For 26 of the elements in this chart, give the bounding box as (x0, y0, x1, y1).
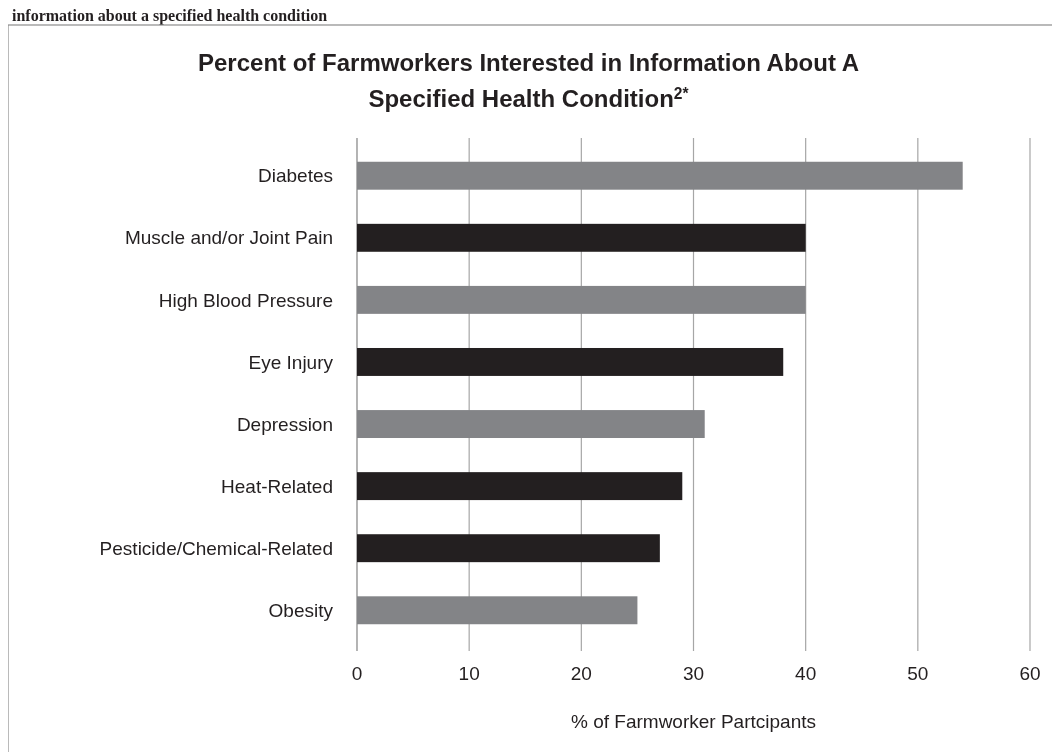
y-tick-label: Muscle and/or Joint Pain (124, 227, 333, 249)
chart-title: Percent of Farmworkers Interested in Information About A Specified Health Condition$^{2*}$ (198, 49, 859, 112)
bar (357, 472, 683, 501)
y-tick-label: Eye Injury (248, 351, 334, 373)
y-tick-label: High Blood Pressure (158, 289, 333, 311)
bar (357, 285, 806, 314)
x-tick-label: 60 (1019, 663, 1041, 684)
bar (357, 534, 660, 563)
x-tick-label: 40 (795, 663, 817, 684)
bar (357, 410, 705, 439)
x-tick-label: 30 (682, 663, 705, 684)
y-tick-label: Heat-Related (221, 475, 333, 497)
x-tick-label: 20 (570, 663, 592, 684)
bar (357, 347, 784, 376)
bar (357, 223, 806, 252)
x-tick-label: 10 (458, 663, 480, 684)
bar (357, 161, 963, 190)
x-tick-label: 50 (907, 663, 929, 684)
text: information about a specified health condition (12, 7, 328, 25)
y-tick-label: Depression (236, 413, 333, 435)
y-tick-label: Diabetes (258, 165, 333, 187)
y-tick-label: Pesticide/Chemical-Related (99, 537, 333, 559)
y-tick-label: Obesity (268, 599, 334, 621)
x-tick-label: 0 (351, 663, 363, 684)
x-axis-title: % of Farmworker Partcipants (571, 711, 816, 732)
bar (357, 596, 638, 625)
